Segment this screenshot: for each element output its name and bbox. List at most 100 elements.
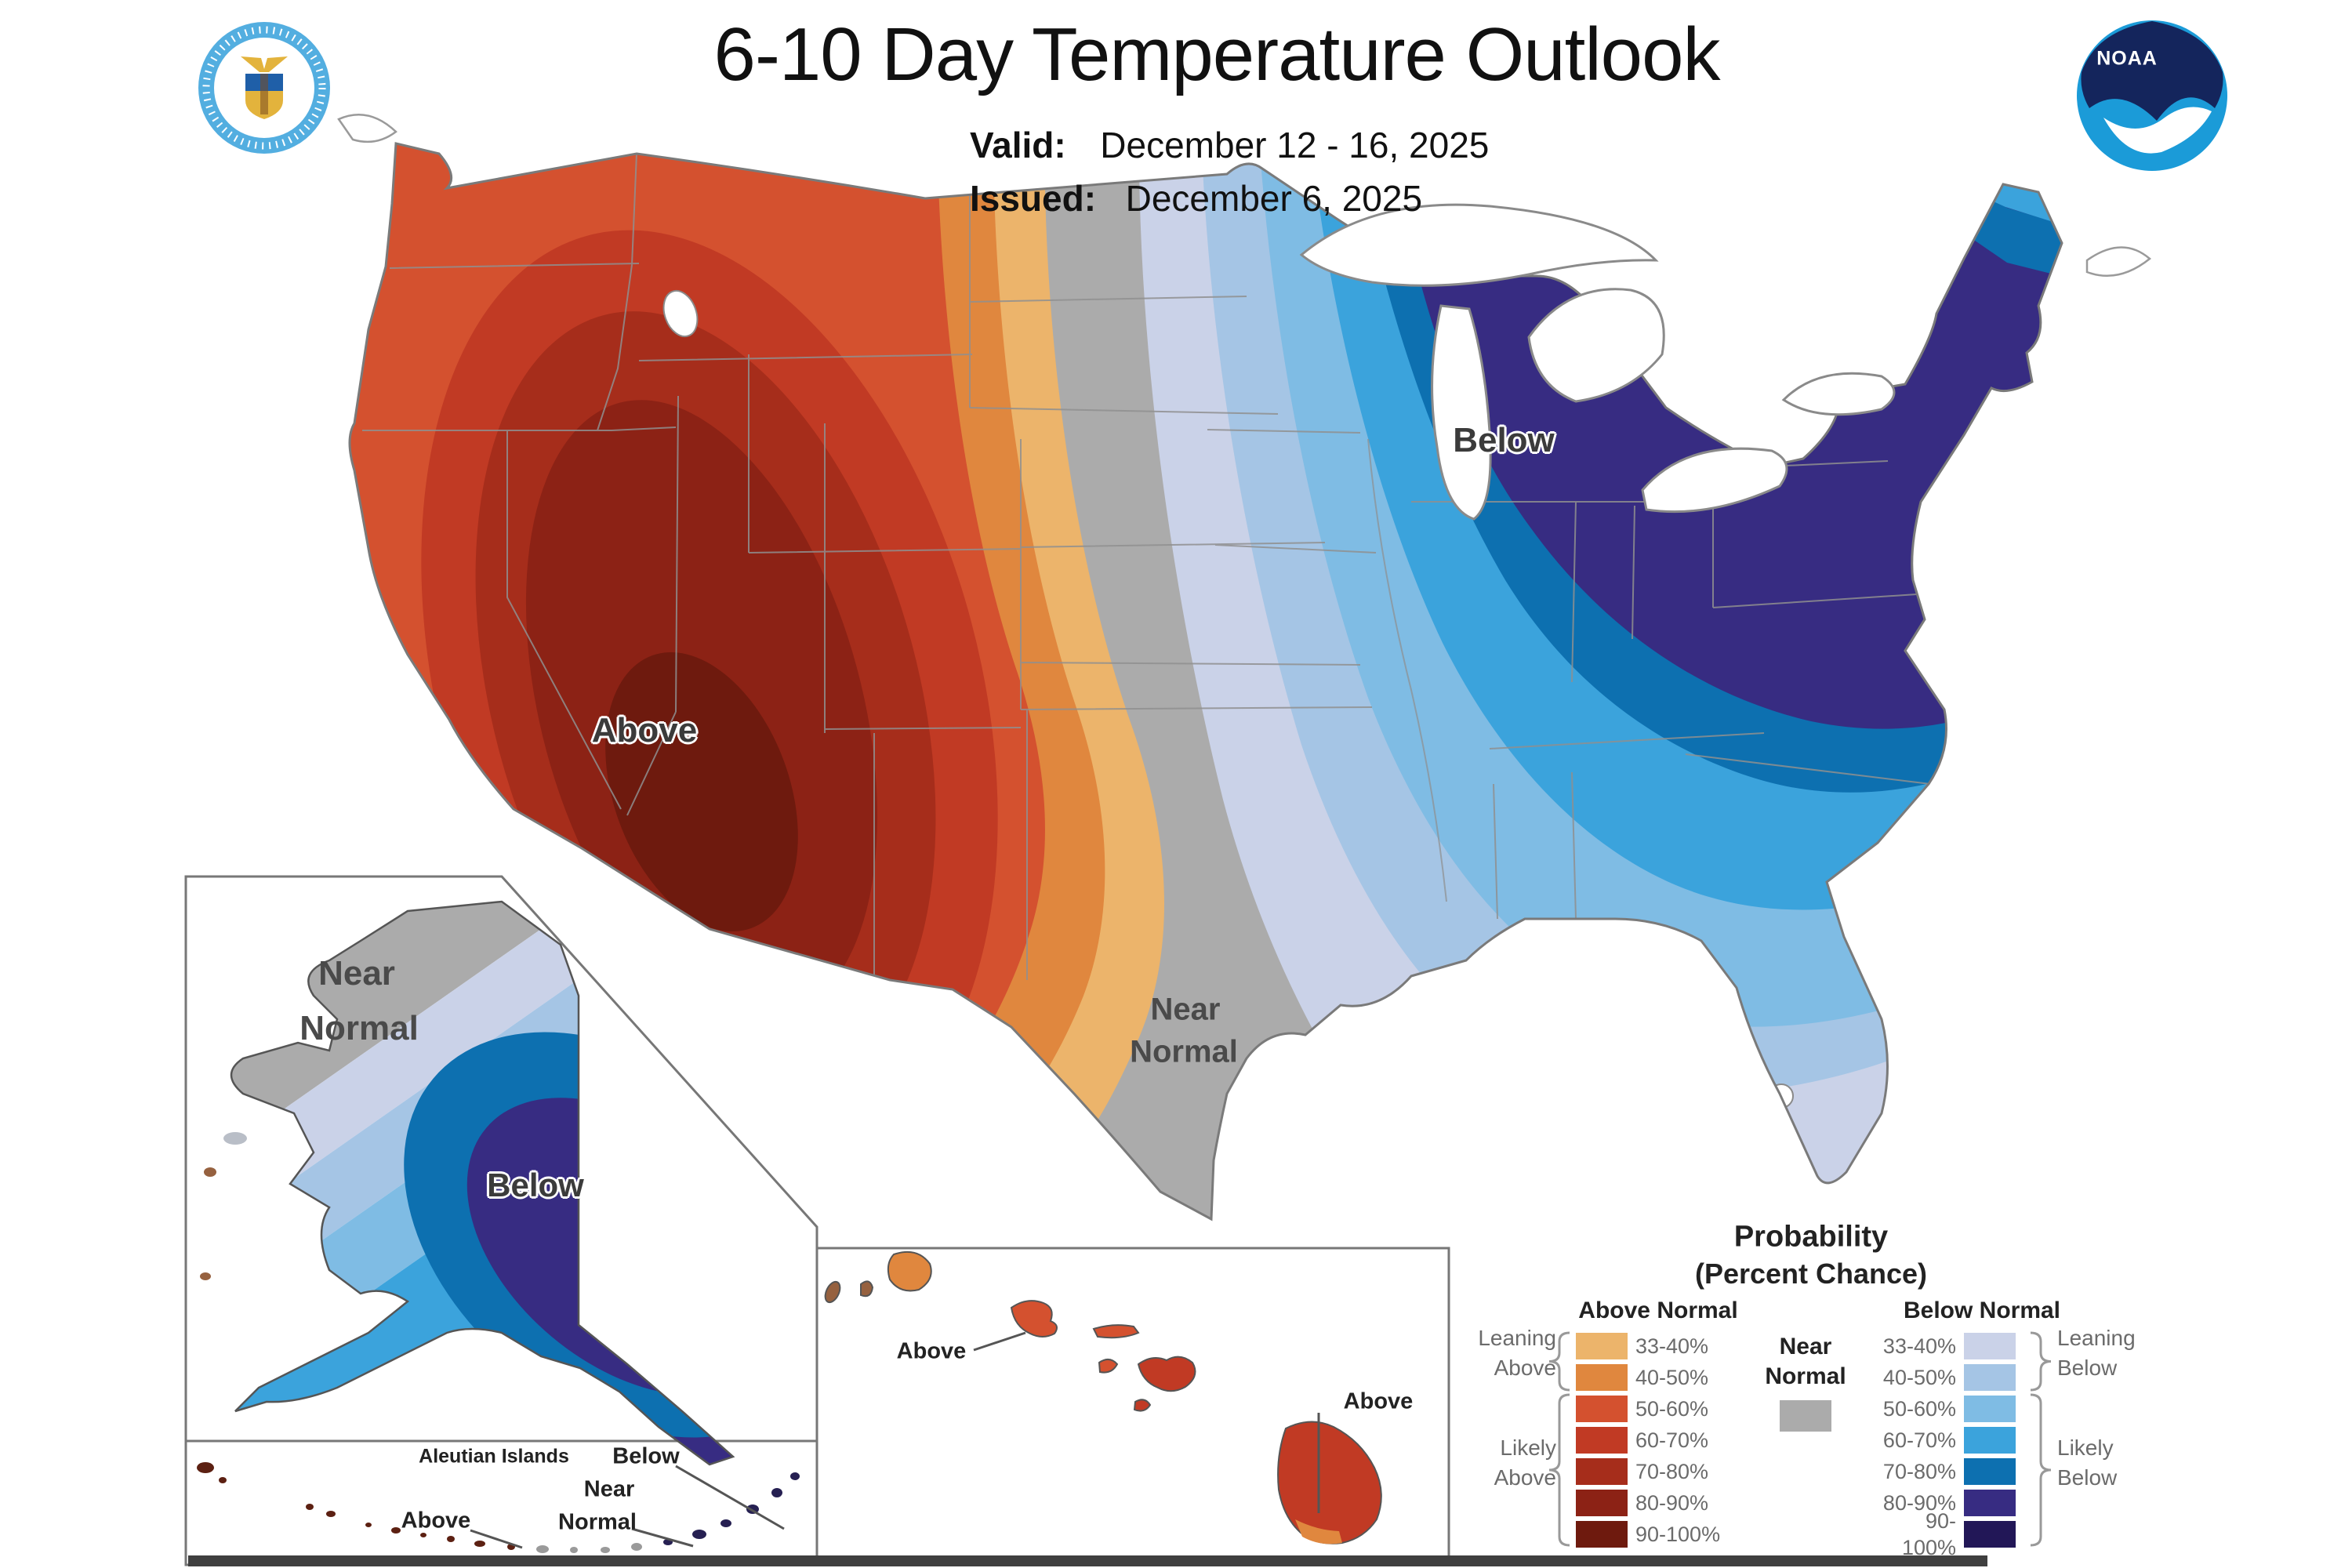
legend-row: 50-60% <box>1576 1396 1720 1422</box>
aleutian-below-label: Below <box>612 1443 680 1469</box>
legend-swatch <box>1576 1490 1628 1516</box>
legend-row: 50-60% <box>1882 1396 2016 1422</box>
legend-swatch <box>1576 1364 1628 1391</box>
valid-line: Valid: December 12 - 16, 2025 <box>970 124 1489 166</box>
aleutian-island <box>570 1547 578 1553</box>
leaning-above-line2: Above <box>1494 1356 1556 1380</box>
island-molokai <box>1092 1324 1140 1339</box>
legend-row: 33-40% <box>1882 1333 2016 1359</box>
hawaii-above-label-left: Above <box>896 1338 967 1364</box>
issued-label: Issued: <box>970 178 1097 219</box>
legend-swatch <box>1576 1521 1628 1548</box>
lake-superior <box>1299 203 1659 287</box>
legend-above-header: Above Normal <box>1578 1298 1738 1323</box>
legend-range-label: 60-70% <box>1882 1428 1956 1452</box>
legend-range-label: 60-70% <box>1635 1428 1709 1452</box>
great-lakes <box>1299 203 1896 521</box>
leaning-above-line1: Leaning <box>1478 1326 1556 1350</box>
legend-title-1: Probability <box>1733 1220 1889 1254</box>
great-salt-lake <box>662 289 699 338</box>
issued-line: Issued: December 6, 2025 <box>970 177 1422 220</box>
legend-row: 60-70% <box>1882 1427 2016 1454</box>
leader-lines <box>470 1331 1320 1549</box>
legend-swatch <box>1576 1333 1628 1359</box>
aleutian-island <box>326 1511 336 1517</box>
legend-range-label: 40-50% <box>1635 1366 1709 1389</box>
conus-below-label: Below <box>1453 421 1555 459</box>
legend-row: 90-100% <box>1576 1521 1720 1548</box>
ak-islet <box>204 1167 216 1177</box>
likely-below-line2: Below <box>2057 1465 2118 1490</box>
lake-ontario <box>1781 372 1896 416</box>
legend-braces <box>1548 1331 2052 1547</box>
legend-range-label: 50-60% <box>1882 1397 1956 1421</box>
legend-range-label: 80-90% <box>1635 1491 1709 1515</box>
legend-row: 40-50% <box>1882 1364 2016 1391</box>
legend-range-label: 90-100% <box>1635 1523 1721 1546</box>
issued-value: December 6, 2025 <box>1125 178 1423 219</box>
legend-below-header: Below Normal <box>1903 1298 2061 1323</box>
nova-scotia <box>2085 246 2151 278</box>
legend-near-label-2: Normal <box>1765 1363 1846 1389</box>
legend-swatch <box>1576 1427 1628 1454</box>
legend-range-label: 90-100% <box>1901 1509 1956 1559</box>
valid-value: December 12 - 16, 2025 <box>1100 125 1490 165</box>
aleutian-island <box>420 1533 426 1537</box>
legend-leaning-above-label: Leaning Above <box>1454 1323 1556 1383</box>
alaska-near-label-2: Normal <box>299 1009 419 1047</box>
hawaii-above-label-right: Above <box>1343 1388 1414 1414</box>
hawaii-leader-left <box>973 1331 1026 1352</box>
legend-range-label: 33-40% <box>1635 1334 1709 1358</box>
aleutian-leader-normal <box>631 1527 694 1548</box>
noaa-seagull-icon <box>2103 107 2212 154</box>
legend-range-label: 70-80% <box>1635 1460 1709 1483</box>
aleutian-island <box>306 1504 314 1510</box>
legend-row: 40-50% <box>1576 1364 1720 1391</box>
legend-range-label: 50-60% <box>1635 1397 1709 1421</box>
legend-title-2: (Percent Chance) <box>1694 1258 1928 1290</box>
island-hawaii-big <box>1277 1421 1382 1544</box>
likely-above-line1: Likely <box>1500 1436 1556 1460</box>
island-kahoolawe <box>1133 1399 1152 1412</box>
brace-likely-above <box>1548 1393 1570 1547</box>
legend-row: 60-70% <box>1576 1427 1720 1454</box>
island-niihau <box>860 1280 874 1298</box>
hawaii-islet-west <box>824 1280 841 1304</box>
aleutian-normal-label: Normal <box>558 1509 637 1535</box>
aleutian-leader-above <box>470 1529 523 1549</box>
island-hawaii-south-tip <box>1295 1519 1342 1544</box>
legend-range-label: 33-40% <box>1882 1334 1956 1358</box>
aleutian-island <box>447 1536 455 1542</box>
legend-swatch <box>1964 1396 2016 1422</box>
legend-likely-below-label: Likely Below <box>2057 1433 2117 1493</box>
likely-below-line1: Likely <box>2057 1436 2114 1460</box>
aleutian-title-label: Aleutian Islands <box>419 1445 569 1468</box>
commerce-seal-ring-text <box>202 26 326 150</box>
noaa-dark-shape <box>2081 21 2223 121</box>
conus-near-normal-label-1: Near <box>1150 992 1221 1027</box>
page-title: 6-10 Day Temperature Outlook <box>713 13 1721 96</box>
legend-row: 80-90% <box>1882 1490 2016 1516</box>
legend-swatch <box>1964 1364 2016 1391</box>
aleutian-island <box>365 1523 372 1527</box>
island-kauai <box>887 1251 932 1292</box>
aleutian-island <box>692 1530 706 1539</box>
brace-leaning-below <box>2030 1331 2052 1392</box>
aleutian-island <box>631 1543 642 1551</box>
aleutian-island <box>219 1477 227 1483</box>
leaning-below-line2: Below <box>2057 1356 2118 1380</box>
noaa-wordmark: NOAA <box>2096 47 2158 70</box>
likely-above-line2: Above <box>1494 1465 1556 1490</box>
leaning-below-line1: Leaning <box>2057 1326 2136 1350</box>
legend-swatch <box>1576 1458 1628 1485</box>
state-borders <box>362 153 1931 980</box>
ak-band-33-40 <box>231 902 733 1465</box>
legend-swatch <box>1964 1427 2016 1454</box>
island-lanai <box>1098 1359 1119 1374</box>
vancouver-island <box>337 114 397 143</box>
alaska-outline <box>230 900 735 1466</box>
island-oahu <box>1010 1300 1058 1338</box>
legend-above-column: 33-40% 40-50% 50-60% 60-70% 70-80% 80-90% 90-1… <box>1576 1333 1720 1548</box>
valid-label: Valid: <box>970 125 1066 165</box>
